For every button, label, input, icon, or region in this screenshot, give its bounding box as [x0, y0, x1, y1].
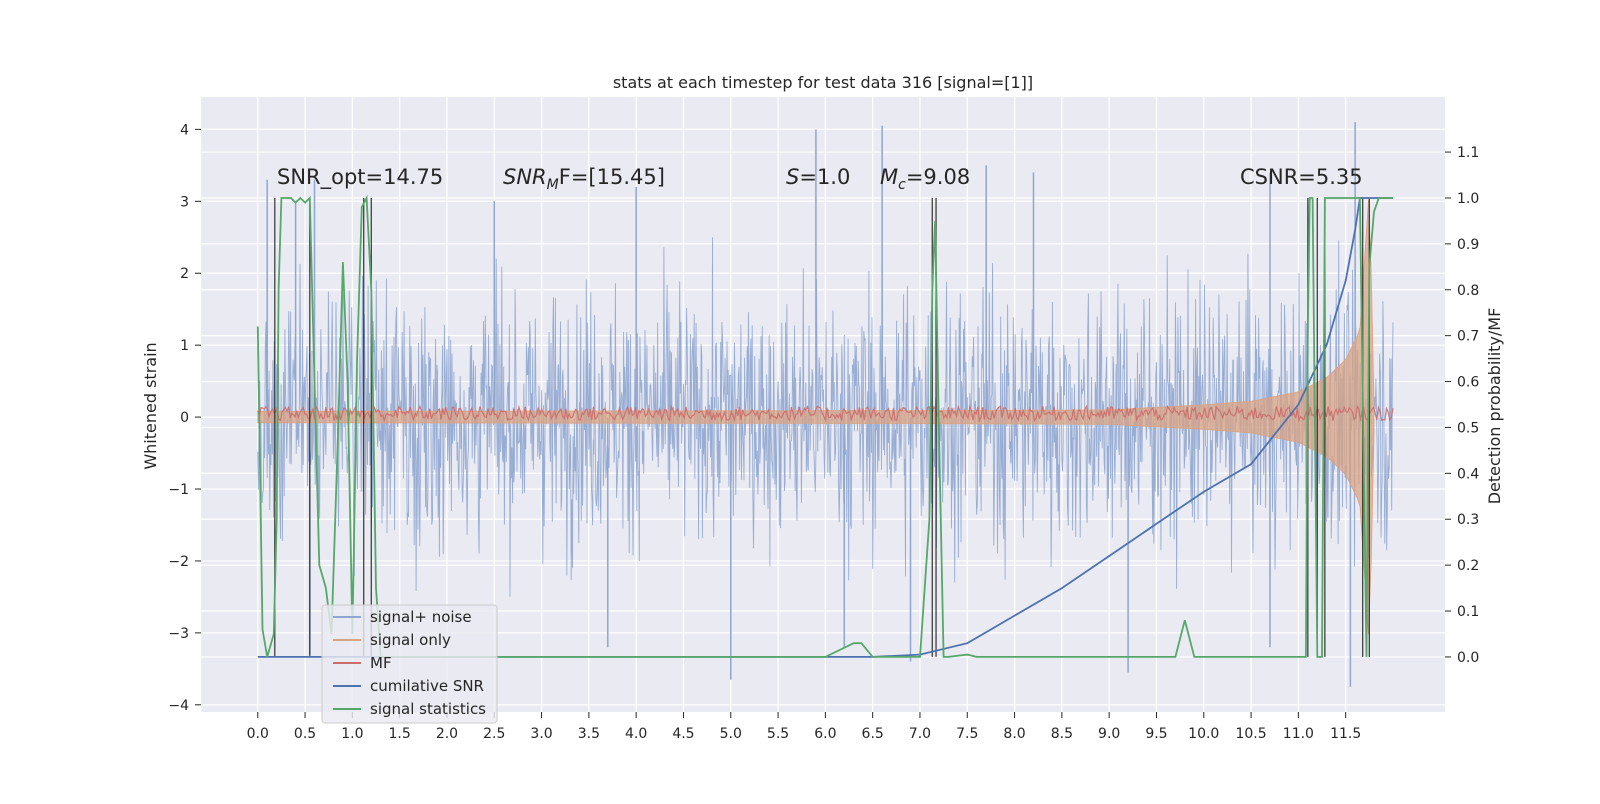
x-tick-label: 1.5: [389, 726, 411, 742]
x-tick-label: 11.5: [1330, 726, 1361, 742]
annotation-mc: Mc=9.08: [880, 165, 970, 193]
x-tick-label: 9.0: [1098, 726, 1120, 742]
legend-item-mf: MF: [333, 654, 392, 672]
y2-tick-label: 1.0: [1457, 191, 1479, 207]
series-signal-statistics-line: [256, 194, 1393, 658]
y-axis-label: Whitened strain: [141, 342, 160, 469]
x-tick-label: 7.0: [909, 726, 931, 742]
series-mf-line: [257, 404, 1394, 423]
annotation-csnr: CSNR=5.35: [1240, 165, 1363, 189]
x-tick-label: 6.5: [862, 726, 884, 742]
annotation-mc-value: =9.08: [906, 165, 970, 189]
x-tick-label: 4.5: [672, 726, 694, 742]
y-tick-label: −2: [168, 554, 189, 570]
legend-label-cumulative-snr: cumilative SNR: [370, 677, 484, 695]
annotation-s-symbol: S: [786, 165, 799, 189]
legend-item-signal-statistics: signal statistics: [333, 700, 486, 718]
y-tick-label: 4: [180, 122, 189, 138]
x-tick-label: 10.5: [1235, 726, 1266, 742]
x-tick-label: 8.0: [1003, 726, 1025, 742]
legend-box: [321, 604, 498, 724]
legend: signal+ noise signal only MF cumilative …: [321, 604, 498, 724]
y2-tick-label: 0.5: [1457, 420, 1479, 436]
y2-tick-label: 0.9: [1457, 237, 1479, 253]
annotation-mc-symbol: M: [880, 165, 898, 189]
annotation-snr-opt: SNR_opt=14.75: [277, 165, 443, 190]
y-tick-label: 0: [180, 410, 189, 426]
legend-label-signal-statistics: signal statistics: [370, 700, 486, 718]
y-tick-label: −3: [168, 626, 189, 642]
x-tick-label: 5.0: [720, 726, 742, 742]
chart-title: stats at each timestep for test data 316…: [613, 73, 1033, 92]
y-tick-label: 1: [180, 338, 189, 354]
x-tick-label: 3.5: [578, 726, 600, 742]
y2-tick-label: 0.0: [1457, 650, 1479, 666]
annotation-mc-subscript: c: [898, 177, 906, 193]
annotation-snr-mf: SNRMF=[15.45]: [503, 165, 665, 193]
x-tick-label: 2.5: [483, 726, 505, 742]
x-tick-label: 10.0: [1188, 726, 1219, 742]
x-tick-label: 4.0: [625, 726, 647, 742]
annotations: SNR_opt=14.75 SNRMF=[15.45] S=1.0 Mc=9.0…: [277, 165, 1363, 193]
x-tick-label: 2.0: [436, 726, 458, 742]
y2-tick-label: 1.1: [1457, 145, 1479, 161]
y-tick-label: 3: [180, 194, 189, 210]
x-tick-label: 9.5: [1145, 726, 1167, 742]
y2-tick-label: 0.8: [1457, 283, 1479, 299]
x-tick-label: 3.0: [530, 726, 552, 742]
legend-label-mf: MF: [370, 654, 392, 672]
legend-item-signal-noise: signal+ noise: [333, 608, 472, 626]
y2-tick-label: 0.2: [1457, 558, 1479, 574]
y2-tick-label: 0.4: [1457, 466, 1479, 482]
y2-tick-label: 0.7: [1457, 329, 1479, 345]
annotation-snr-mf-value: F=[15.45]: [559, 165, 665, 189]
x-tick-label: 0.0: [247, 726, 269, 742]
y2-tick-label: 0.6: [1457, 375, 1479, 391]
x-tick-label: 1.0: [341, 726, 363, 742]
y-tick-label: −4: [168, 698, 189, 714]
y-tick-label: 2: [180, 266, 189, 282]
legend-label-signal-noise: signal+ noise: [370, 608, 472, 626]
annotation-s-value: =1.0: [799, 165, 850, 189]
y-tick-label: −1: [168, 482, 189, 498]
legend-item-signal-only: signal only: [333, 631, 451, 649]
y2-axis-label: Detection probability/MF: [1485, 308, 1504, 505]
y2-tick-label: 0.3: [1457, 512, 1479, 528]
y2-tick-label: 0.1: [1457, 604, 1479, 620]
x-tick-label: 0.5: [294, 726, 316, 742]
x-tick-label: 7.5: [956, 726, 978, 742]
data-layer: [256, 122, 1394, 687]
legend-label-signal-only: signal only: [370, 631, 451, 649]
x-tick-label: 6.0: [814, 726, 836, 742]
series-signal-only-band: [257, 199, 1375, 635]
legend-item-cumulative-snr: cumilative SNR: [333, 677, 484, 695]
x-tick-label: 11.0: [1283, 726, 1314, 742]
annotation-snr-mf-symbol: SNR: [503, 165, 547, 189]
x-tick-label: 5.5: [767, 726, 789, 742]
tick-labels: 0.0 0.5 1.0 1.5 2.0 2.5 3.0 3.5 4.0 4.5 5.0 5.5 6.0 6…: [168, 122, 1479, 742]
annotation-snr-mf-subscript: M: [547, 177, 559, 193]
annotation-s: S=1.0: [786, 165, 850, 189]
series-signal-noise-line: [257, 237, 1394, 597]
x-tick-label: 8.5: [1051, 726, 1073, 742]
